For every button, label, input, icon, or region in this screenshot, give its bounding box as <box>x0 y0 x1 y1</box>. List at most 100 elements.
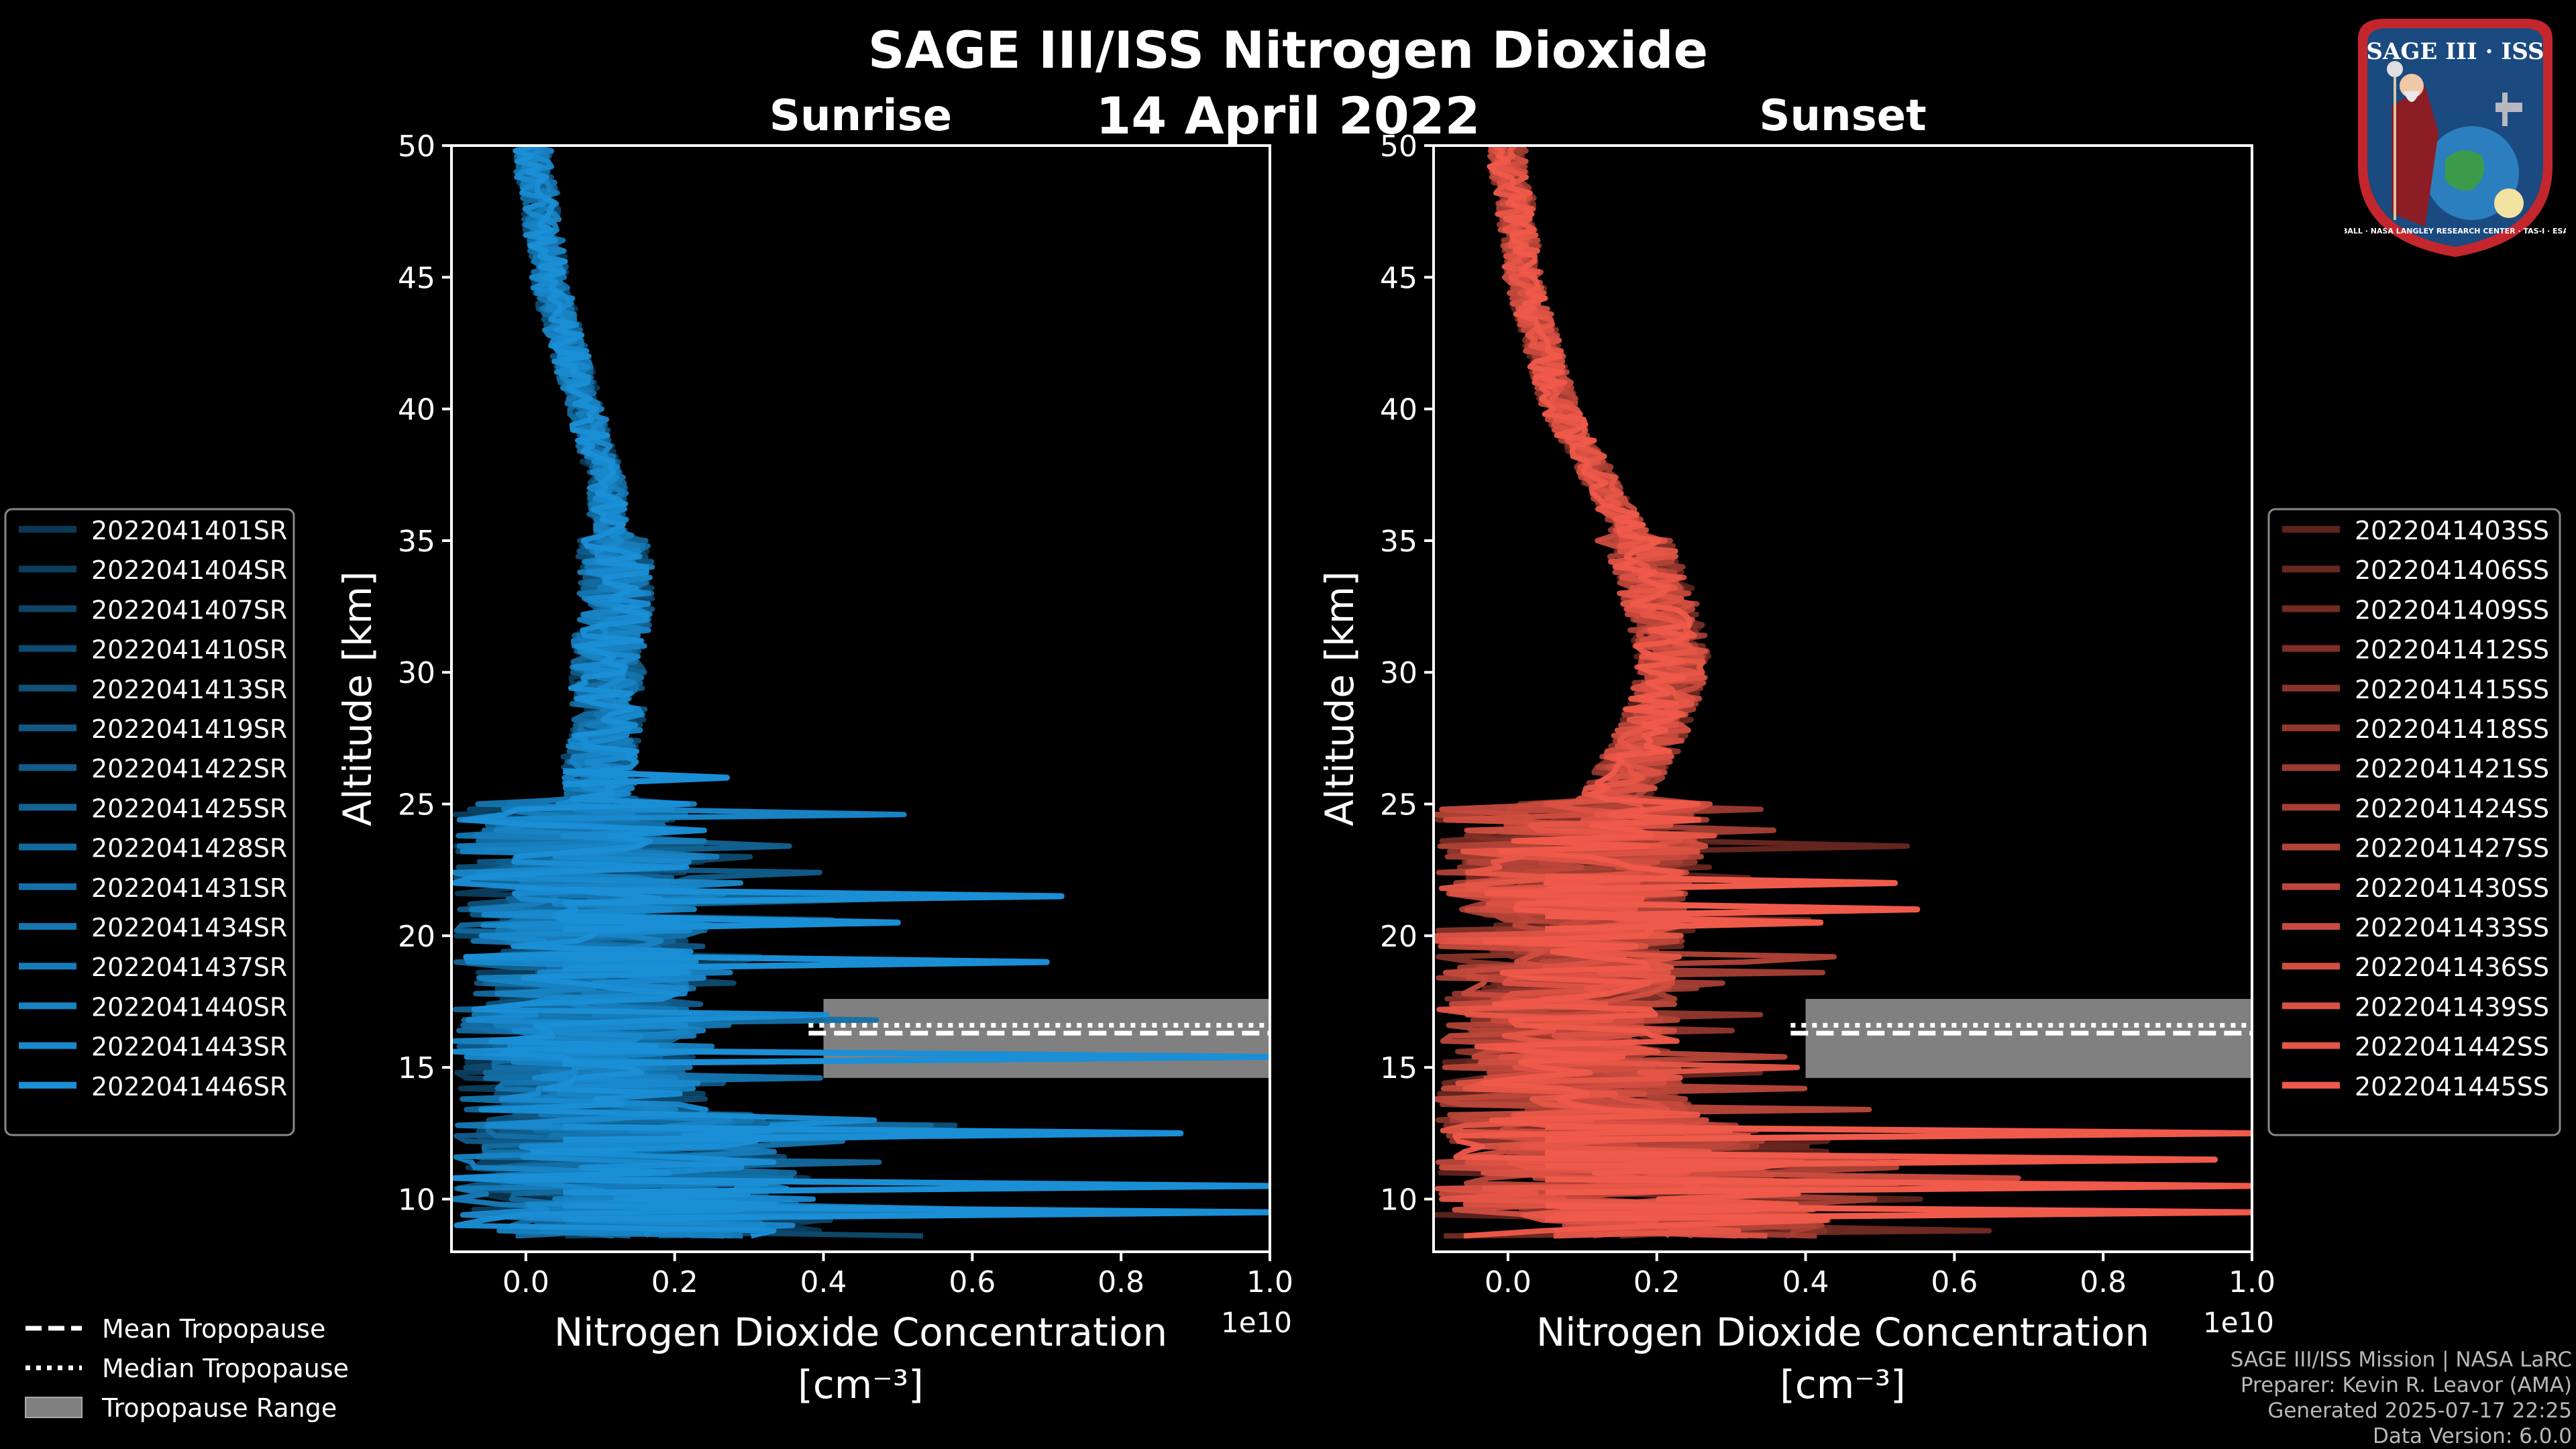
x-offset-label: 1e10 <box>1221 1306 1292 1339</box>
profile-spike <box>563 767 730 788</box>
y-axis-label: Altitude [km] <box>335 571 380 826</box>
y-tick-label: 20 <box>1380 920 1417 954</box>
legend-entry-2022041434SR: 2022041434SR <box>91 913 287 943</box>
sunrise-legend: 2022041401SR 2022041404SR 2022041407SR 2022… <box>4 508 295 1136</box>
x-tick-label: 0.8 <box>1097 1265 1144 1299</box>
profile-line-2022041446SR <box>451 146 877 1239</box>
profile-spike <box>1545 1176 2252 1196</box>
legend-entry-2022041409SS: 2022041409SS <box>2355 595 2549 625</box>
profile-spike <box>1545 1202 2252 1222</box>
x-tick-label: 1.0 <box>1246 1265 1293 1299</box>
legend-entry-2022041401SR: 2022041401SR <box>91 516 287 545</box>
legend-entry-2022041433SS: 2022041433SS <box>2355 913 2549 943</box>
credits-mission: SAGE III/ISS Mission | NASA LaRC <box>2230 1348 2572 1372</box>
x-tick-label: 0.6 <box>1931 1265 1978 1299</box>
credits-preparer: Preparer: Kevin R. Leavor (AMA) <box>2240 1373 2572 1397</box>
right-legend-box <box>2267 508 2561 1136</box>
profile-spike <box>563 952 1050 972</box>
left-plot-area <box>451 146 1270 1239</box>
legend-entry-2022041407SR: 2022041407SR <box>91 595 287 625</box>
tropopause-range-band <box>1805 999 2252 1078</box>
left-legend-box <box>4 508 295 1136</box>
legend-dotted-label: Median Tropopause <box>102 1354 349 1383</box>
right-plot-area <box>1434 146 2252 1239</box>
logo-text: SAGE III · ISS <box>2366 38 2544 65</box>
profile-spike <box>1545 1124 2252 1143</box>
tropopause-legend: Mean Tropopause Median Tropopause Tropopau… <box>25 1314 349 1423</box>
x-tick-label: 0.0 <box>1485 1265 1532 1299</box>
credits: SAGE III/ISS Mission | NASA LaRC Prepare… <box>2231 1347 2572 1449</box>
y-tick-label: 45 <box>398 261 435 295</box>
y-tick-label: 35 <box>1380 525 1417 559</box>
profile-spike <box>563 886 1065 906</box>
profile-spike <box>1545 912 1824 932</box>
legend-entry-2022041410SR: 2022041410SR <box>91 635 287 665</box>
figure-date: 14 April 2022 <box>1095 86 1481 146</box>
x-axis-unit: [cm⁻³] <box>798 1362 924 1407</box>
profile-spike <box>563 1176 1270 1196</box>
profile-spike <box>563 912 901 932</box>
legend-entry-2022041439SS: 2022041439SS <box>2355 992 2549 1022</box>
y-tick-label: 10 <box>1380 1183 1417 1217</box>
legend-entry-2022041403SS: 2022041403SS <box>2355 516 2549 545</box>
y-tick-label: 45 <box>1380 261 1417 295</box>
legend-entry-2022041445SS: 2022041445SS <box>2355 1072 2549 1102</box>
legend-entry-2022041415SS: 2022041415SS <box>2355 675 2549 704</box>
legend-entry-2022041425SR: 2022041425SR <box>91 794 287 823</box>
legend-tropopause-range-swatch <box>25 1397 83 1418</box>
x-tick-label: 0.0 <box>502 1265 549 1299</box>
legend-entry-2022041422SR: 2022041422SR <box>91 754 287 784</box>
x-tick-label: 0.6 <box>949 1265 996 1299</box>
legend-entry-2022041430SS: 2022041430SS <box>2355 873 2549 903</box>
y-axis-label: Altitude [km] <box>1317 571 1362 826</box>
legend-entry-2022041437SR: 2022041437SR <box>91 953 287 982</box>
y-tick-label: 50 <box>398 129 435 164</box>
x-tick-label: 0.8 <box>2080 1265 2127 1299</box>
figure-title: SAGE III/ISS Nitrogen Dioxide <box>867 20 1709 80</box>
logo-ring-text: BALL · NASA LANGLEY RESEARCH CENTER · TA… <box>2345 227 2566 235</box>
y-tick-label: 20 <box>398 920 435 954</box>
legend-entry-2022041428SR: 2022041428SR <box>91 834 287 863</box>
legend-dashed-label: Mean Tropopause <box>102 1314 325 1344</box>
legend-entry-2022041418SS: 2022041418SS <box>2355 714 2549 744</box>
sunrise-title: Sunrise <box>769 91 953 141</box>
profile-spike <box>563 1202 1270 1222</box>
x-tick-label: 0.2 <box>651 1265 698 1299</box>
legend-entry-2022041436SS: 2022041436SS <box>2355 953 2549 982</box>
x-tick-label: 0.2 <box>1633 1265 1680 1299</box>
y-tick-label: 35 <box>398 525 435 559</box>
y-tick-label: 30 <box>398 656 435 690</box>
y-tick-label: 40 <box>398 393 435 427</box>
sunset-legend: 2022041403SS 2022041406SS 2022041409SS 2022… <box>2267 508 2561 1136</box>
x-tick-label: 1.0 <box>2229 1265 2275 1299</box>
legend-entry-2022041442SS: 2022041442SS <box>2355 1032 2549 1062</box>
x-tick-label: 0.4 <box>800 1265 847 1299</box>
x-tick-label: 0.4 <box>1782 1265 1829 1299</box>
y-tick-label: 15 <box>398 1051 435 1085</box>
y-tick-label: 50 <box>1380 129 1417 164</box>
legend-entry-2022041406SS: 2022041406SS <box>2355 555 2549 585</box>
sage-iii-iss-mission-logo: SAGE III · ISS BALL · NASA LANGLEY RESEA… <box>2345 19 2566 257</box>
x-axis-label: Nitrogen Dioxide Concentration <box>1536 1309 2149 1355</box>
axes-frame <box>1432 144 2253 1253</box>
x-axis-label: Nitrogen Dioxide Concentration <box>554 1309 1167 1355</box>
profile-line-2022041445SS <box>1452 146 1829 1239</box>
credits-version: Data Version: 6.0.0 <box>2372 1424 2572 1448</box>
credits-generated: Generated 2025-07-17 22:25 <box>2267 1399 2572 1423</box>
legend-entry-2022041427SS: 2022041427SS <box>2355 834 2549 863</box>
axes-frame <box>450 144 1271 1253</box>
legend-entry-2022041419SR: 2022041419SR <box>91 714 287 744</box>
legend-entry-2022041412SS: 2022041412SS <box>2355 635 2549 665</box>
legend-entry-2022041440SR: 2022041440SR <box>91 992 287 1022</box>
profile-spike <box>563 1124 1184 1143</box>
legend-entry-2022041421SS: 2022041421SS <box>2355 754 2549 784</box>
x-axis-unit: [cm⁻³] <box>1780 1362 1906 1407</box>
y-tick-label: 30 <box>1380 656 1417 690</box>
sunset-title: Sunset <box>1759 91 1927 141</box>
sunrise-panel: 0.0 0.2 0.4 0.6 0.8 1.0 10 15 20 25 30 35 40 45 50 1e10… <box>335 129 1293 1407</box>
y-tick-label: 40 <box>1380 393 1417 427</box>
tropopause-range-band <box>823 999 1270 1078</box>
legend-entry-2022041443SR: 2022041443SR <box>91 1032 287 1062</box>
y-tick-label: 25 <box>398 788 435 822</box>
